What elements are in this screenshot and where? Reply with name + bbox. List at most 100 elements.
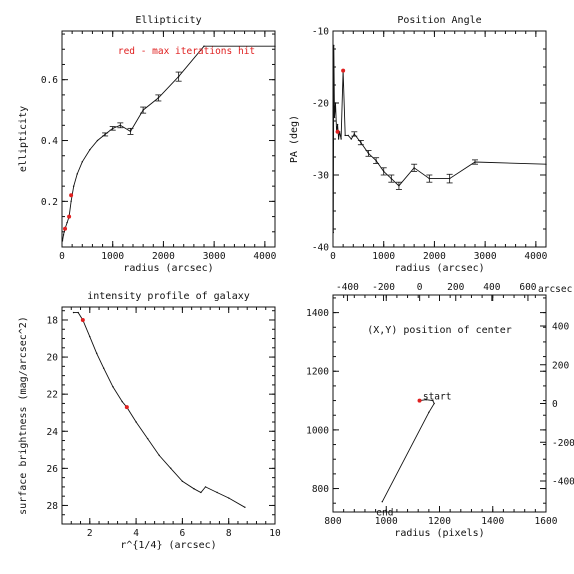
- data-point: [193, 488, 195, 490]
- y-tick-label: 0.4: [41, 136, 58, 147]
- chart-title: Position Angle: [397, 15, 481, 26]
- data-point: [72, 185, 75, 187]
- top-axis-tick-label: -400: [336, 282, 359, 293]
- y-tick-label: -40: [312, 243, 329, 254]
- series-line: [62, 45, 275, 241]
- right-axis-tick-label: 0: [552, 399, 558, 410]
- top-axis-tick-label: -200: [372, 282, 395, 293]
- y-tick-label: -30: [312, 171, 329, 182]
- x-axis-label: radius (pixels): [394, 528, 484, 539]
- data-point: [121, 400, 123, 403]
- data-point: [96, 352, 98, 355]
- data-point: [425, 398, 427, 401]
- y-tick-label: -20: [312, 99, 329, 110]
- data-point: [135, 421, 137, 423]
- x-tick-label: 2000: [423, 251, 446, 262]
- y-tick-label: 1400: [306, 308, 329, 319]
- x-tick-label: 2000: [152, 251, 175, 262]
- y-tick-label: 26: [47, 464, 59, 475]
- plot-frame: [61, 306, 276, 525]
- top-axis-label: arcsec: [538, 284, 572, 295]
- max-iteration-point: [67, 214, 72, 219]
- data-point: [200, 491, 202, 494]
- annotation-max-iterations: red - max iterations hit: [118, 46, 255, 57]
- center-position-panel: radius (pixels) 800 1000 1200 1400 1600 800 100…: [306, 282, 574, 539]
- max-iteration-point: [341, 68, 346, 73]
- data-point: [381, 501, 383, 503]
- data-point: [334, 102, 337, 104]
- right-axis-tick-label: 400: [552, 322, 569, 333]
- data-point: [96, 139, 99, 142]
- y-tick-label: 20: [47, 353, 59, 364]
- data-point: [146, 437, 149, 440]
- x-tick-label: 1200: [428, 516, 451, 527]
- intensity-profile-panel: intensity profile of galaxy r^{1/4} (arcs…: [18, 291, 281, 551]
- point-label-end: end: [376, 508, 393, 519]
- plot-frame: [61, 30, 276, 248]
- data-point: [428, 411, 430, 413]
- x-tick-label: 1000: [372, 251, 395, 262]
- series-line: [332, 45, 547, 233]
- data-point: [227, 497, 230, 499]
- x-axis-label: radius (arcsec): [123, 263, 213, 274]
- x-tick-label: 2: [87, 528, 93, 539]
- data-point: [333, 116, 336, 119]
- data-point: [89, 148, 91, 151]
- y-tick-label: 28: [47, 501, 59, 512]
- x-tick-label: 1000: [375, 516, 398, 527]
- data-point: [333, 44, 335, 47]
- x-tick-label: 4000: [253, 251, 276, 262]
- top-axis-tick-label: 200: [447, 282, 464, 293]
- data-point: [170, 467, 172, 470]
- top-axis-tick-label: 0: [417, 282, 423, 293]
- y-tick-label: 800: [312, 484, 329, 495]
- data-point: [158, 454, 160, 457]
- x-tick-label: 0: [59, 251, 65, 262]
- ellipticity-panel: Ellipticity radius (arcsec) ellipticity 0 10…: [18, 15, 277, 274]
- data-point: [203, 45, 205, 47]
- y-tick-label: 0.6: [41, 75, 58, 86]
- y-tick-label: 22: [47, 390, 58, 401]
- x-tick-label: 6: [180, 528, 186, 539]
- y-tick-label: 1000: [306, 425, 329, 436]
- data-point: [344, 134, 346, 137]
- max-iteration-point: [63, 226, 68, 231]
- data-point: [61, 240, 64, 242]
- series-line: [381, 399, 435, 502]
- data-point: [545, 163, 547, 165]
- x-tick-label: 1000: [101, 251, 124, 262]
- data-point: [332, 231, 334, 234]
- y-tick-label: 18: [47, 315, 59, 326]
- x-tick-label: 10: [269, 528, 281, 539]
- data-point: [350, 138, 352, 140]
- data-point: [62, 234, 65, 236]
- point-label-start: start: [423, 392, 452, 403]
- y-tick-label: 24: [47, 427, 59, 438]
- data-point: [66, 221, 68, 224]
- x-tick-label: 8: [226, 528, 232, 539]
- series-line: [73, 312, 246, 508]
- top-axis-tick-label: 600: [519, 282, 536, 293]
- data-point: [89, 335, 91, 338]
- data-point: [216, 491, 218, 494]
- x-tick-label: 0: [330, 251, 336, 262]
- x-axis-label: r^{1/4} (arcsec): [120, 540, 216, 551]
- data-point: [274, 45, 276, 47]
- center-position-title: (X,Y) position of center: [367, 325, 512, 336]
- x-tick-label: 3000: [203, 251, 226, 262]
- max-iteration-point: [69, 193, 74, 198]
- right-axis-tick-label: -400: [552, 477, 574, 488]
- right-axis-tick-label: -200: [552, 438, 574, 449]
- max-iteration-point: [335, 129, 340, 134]
- max-iteration-point: [80, 317, 85, 322]
- y-tick-label: 0.2: [41, 197, 58, 208]
- x-tick-label: 800: [324, 516, 341, 527]
- data-point: [181, 480, 184, 483]
- data-point: [204, 486, 207, 488]
- data-point: [433, 402, 435, 405]
- y-axis-label: ellipticity: [18, 106, 29, 172]
- x-axis-label: radius (arcsec): [394, 263, 484, 274]
- plot-frame: [332, 30, 547, 248]
- data-point: [77, 311, 79, 314]
